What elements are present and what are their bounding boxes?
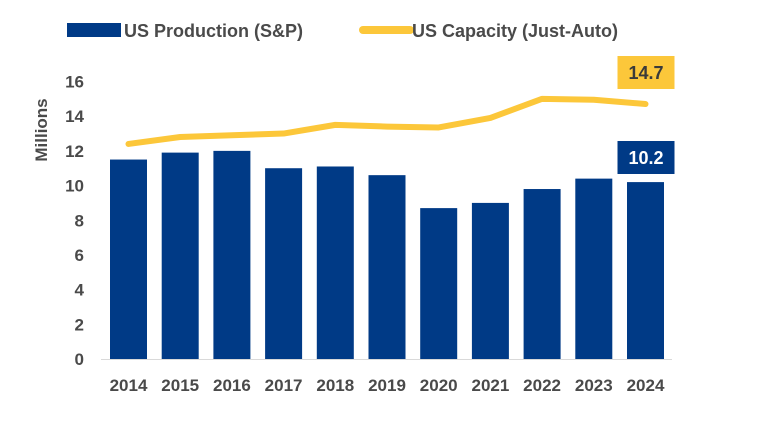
- y-tick-label: 6: [75, 246, 84, 265]
- y-tick-label: 16: [65, 73, 84, 92]
- bar-2024: [627, 182, 664, 359]
- x-tick-label: 2016: [213, 376, 251, 395]
- y-tick-label: 0: [75, 350, 84, 369]
- y-tick-label: 14: [65, 107, 84, 126]
- x-tick-label: 2019: [368, 376, 406, 395]
- bars: [110, 150, 664, 359]
- bar-2021: [471, 202, 509, 359]
- legend: US Production (S&P) US Capacity (Just-Au…: [67, 21, 618, 41]
- bar-2018: [316, 166, 354, 359]
- data-labels: 14.7 10.2: [617, 56, 675, 174]
- legend-label-production: US Production (S&P): [124, 21, 303, 41]
- x-tick-label: 2024: [627, 376, 665, 395]
- x-tick-label: 2018: [316, 376, 354, 395]
- x-tick-label: 2022: [523, 376, 561, 395]
- bar-2014: [110, 159, 147, 359]
- capacity-end-label: 14.7: [628, 63, 663, 83]
- x-tick-label: 2017: [265, 376, 303, 395]
- x-tick-label: 2015: [161, 376, 199, 395]
- y-axis-title: Millions: [32, 98, 51, 161]
- capacity-line: [125, 95, 649, 147]
- legend-label-capacity: US Capacity (Just-Auto): [412, 21, 618, 41]
- bar-2015: [161, 152, 199, 359]
- y-tick-label: 10: [65, 177, 84, 196]
- capacity-line-series: [125, 95, 649, 147]
- bar-2022: [523, 189, 561, 359]
- x-tick-label: 2023: [575, 376, 613, 395]
- y-tick-label: 8: [75, 211, 84, 230]
- x-tick-label: 2021: [471, 376, 509, 395]
- y-tick-label: 12: [65, 142, 84, 161]
- y-tick-label: 2: [75, 315, 84, 334]
- y-tick-label: 4: [75, 281, 85, 300]
- bar-2020: [420, 208, 458, 359]
- production-end-label: 10.2: [628, 148, 663, 168]
- x-tick-label: 2020: [420, 376, 458, 395]
- production-end-label-box: [617, 141, 675, 174]
- capacity-end-label-box: [617, 56, 675, 89]
- bar-2023: [575, 178, 613, 359]
- y-axis-ticks: 0 2 4 6 8 10 12 14 16: [65, 73, 84, 370]
- bar-2019: [368, 175, 406, 359]
- x-axis-categories: 2014 2015 2016 2017 2018 2019 2020 2021 2022 2023…: [110, 376, 665, 395]
- x-tick-label: 2014: [110, 376, 148, 395]
- bar-2017: [265, 168, 303, 359]
- bar-2016: [213, 150, 251, 359]
- legend-swatch-production: [67, 23, 121, 37]
